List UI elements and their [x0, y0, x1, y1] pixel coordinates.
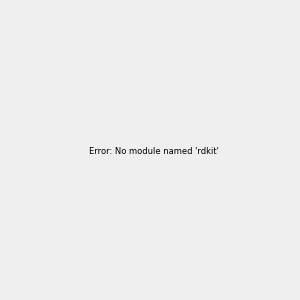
Text: Error: No module named 'rdkit': Error: No module named 'rdkit' — [89, 147, 219, 156]
